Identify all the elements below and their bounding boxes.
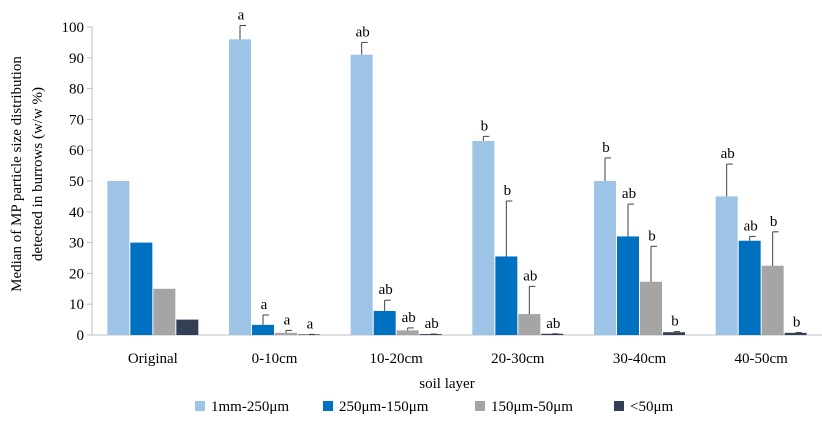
significance-label: b — [770, 214, 778, 230]
y-tick-label: 0 — [77, 328, 85, 344]
bar — [518, 314, 540, 335]
legend-swatch — [195, 401, 205, 411]
bar — [785, 333, 807, 335]
x-tick-label: 30-40cm — [613, 351, 667, 367]
significance-label: ab — [721, 146, 735, 162]
y-tick-label: 10 — [69, 297, 84, 313]
bar — [495, 256, 517, 335]
bar — [739, 241, 761, 335]
significance-label: b — [481, 118, 489, 134]
significance-label: ab — [402, 310, 416, 326]
bar — [153, 289, 175, 335]
y-tick-label: 60 — [69, 143, 84, 159]
significance-label: a — [284, 312, 291, 328]
y-tick-label: 30 — [69, 236, 84, 252]
bar — [762, 266, 784, 335]
significance-label: b — [671, 314, 679, 330]
significance-label: ab — [356, 24, 370, 40]
x-tick-label: 40-50cm — [735, 351, 789, 367]
significance-label: ab — [379, 282, 393, 298]
significance-label: b — [793, 315, 801, 331]
y-tick-label: 50 — [69, 174, 84, 190]
legend: 1mm-250μm 250μm-150μm 150μm-50μm <50μm — [195, 399, 674, 415]
legend-swatch — [323, 401, 333, 411]
x-tick-label: 0-10cm — [252, 351, 298, 367]
bar — [640, 282, 662, 335]
bar — [397, 330, 419, 335]
bar — [617, 236, 639, 335]
significance-label: ab — [744, 218, 758, 234]
y-tick-label: 80 — [69, 82, 84, 98]
x-tick-label: Original — [128, 351, 178, 367]
legend-label: 250μm-150μm — [339, 399, 429, 415]
bar — [663, 332, 685, 335]
y-tick-label: 90 — [69, 51, 84, 67]
legend-swatch — [475, 401, 485, 411]
bar — [176, 320, 198, 335]
significance-label: a — [307, 316, 314, 332]
significance-label: a — [238, 7, 245, 23]
x-axis-title: soil layer — [419, 376, 474, 392]
significance-label: ab — [622, 186, 636, 202]
bar — [130, 243, 152, 335]
bar — [594, 181, 616, 335]
y-axis-title-line-2: detected in burrows (w/w %) — [30, 87, 46, 261]
bar — [229, 39, 251, 335]
bar — [351, 55, 373, 335]
bar — [716, 196, 738, 335]
x-tick-label: 10-20cm — [370, 351, 424, 367]
legend-swatch — [614, 401, 624, 411]
y-tick-label: 40 — [69, 205, 84, 221]
y-tick-label: 70 — [69, 112, 84, 128]
bar — [472, 141, 494, 335]
significance-label: ab — [425, 316, 439, 332]
legend-label: <50μm — [630, 399, 674, 415]
significance-label: b — [504, 183, 512, 199]
significance-label: ab — [546, 316, 560, 332]
bar — [374, 311, 396, 335]
significance-label: b — [648, 228, 656, 244]
significance-label: ab — [523, 268, 537, 284]
y-axis-title-line-1: Median of MP particle size distribution — [9, 56, 25, 292]
y-tick-label: 100 — [62, 20, 85, 36]
y-axis-title: Median of MP particle size distribution … — [9, 56, 46, 292]
bar — [275, 333, 297, 335]
bar — [107, 181, 129, 335]
significance-label: b — [602, 140, 610, 156]
legend-label: 150μm-50μm — [491, 399, 573, 415]
legend-label: 1mm-250μm — [211, 399, 289, 415]
y-tick-label: 20 — [69, 266, 84, 282]
bar — [252, 325, 274, 335]
significance-label: a — [261, 297, 268, 313]
x-tick-label: 20-30cm — [491, 351, 545, 367]
